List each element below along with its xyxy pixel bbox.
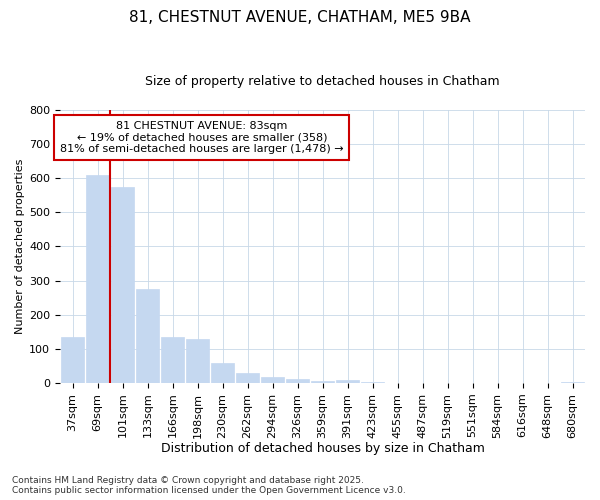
Bar <box>186 338 209 383</box>
Bar <box>86 175 109 383</box>
Text: 81, CHESTNUT AVENUE, CHATHAM, ME5 9BA: 81, CHESTNUT AVENUE, CHATHAM, ME5 9BA <box>129 10 471 25</box>
Bar <box>211 363 234 383</box>
Bar <box>236 372 259 383</box>
Bar <box>561 382 584 383</box>
Bar <box>61 337 84 383</box>
Bar <box>336 380 359 383</box>
Bar <box>111 187 134 383</box>
Bar <box>311 382 334 383</box>
Text: Contains HM Land Registry data © Crown copyright and database right 2025.
Contai: Contains HM Land Registry data © Crown c… <box>12 476 406 495</box>
Title: Size of property relative to detached houses in Chatham: Size of property relative to detached ho… <box>145 75 500 88</box>
Bar <box>161 337 184 383</box>
X-axis label: Distribution of detached houses by size in Chatham: Distribution of detached houses by size … <box>161 442 484 455</box>
Bar <box>261 377 284 383</box>
Y-axis label: Number of detached properties: Number of detached properties <box>15 159 25 334</box>
Bar <box>361 382 384 383</box>
Bar <box>136 289 159 383</box>
Bar <box>286 379 309 383</box>
Text: 81 CHESTNUT AVENUE: 83sqm
← 19% of detached houses are smaller (358)
81% of semi: 81 CHESTNUT AVENUE: 83sqm ← 19% of detac… <box>60 121 344 154</box>
